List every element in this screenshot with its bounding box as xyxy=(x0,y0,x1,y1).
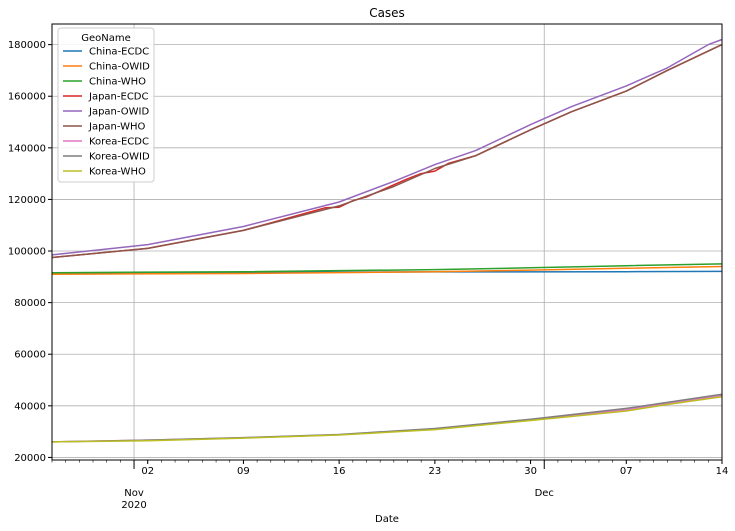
x-year-label: 2020 xyxy=(121,500,146,511)
grid-lines xyxy=(52,24,722,460)
y-tick-label: 40000 xyxy=(14,401,46,412)
x-tick-label: 23 xyxy=(428,466,441,477)
legend-label: China-OWID xyxy=(89,62,150,73)
legend-label: Korea-OWID xyxy=(89,152,150,163)
legend-title: GeoName xyxy=(81,33,131,44)
y-tick-label: 80000 xyxy=(14,298,46,309)
series-line-japan-owid xyxy=(51,38,723,256)
legend: GeoName China-ECDC China-OWID China-WHO Jap… xyxy=(57,27,155,183)
y-tick-label: 100000 xyxy=(8,247,46,258)
x-axis-label: Date xyxy=(375,514,399,525)
x-tick-label: 07 xyxy=(620,466,633,477)
y-tick-label: 120000 xyxy=(8,195,46,206)
series-lines xyxy=(51,38,723,443)
y-tick-label: 20000 xyxy=(14,453,46,464)
x-tick-label: 16 xyxy=(333,466,346,477)
legend-items: China-ECDC China-OWID China-WHO Japan-ECDC J… xyxy=(63,47,150,178)
legend-label: Korea-WHO xyxy=(89,167,146,178)
series-line-china-who xyxy=(51,263,723,274)
x-tick-label: 30 xyxy=(524,466,537,477)
plot-frame xyxy=(51,23,723,461)
y-tick-label: 180000 xyxy=(8,40,46,51)
x-tick-label: 14 xyxy=(716,466,729,477)
x-month-label: Dec xyxy=(535,488,554,499)
legend-label: Japan-OWID xyxy=(88,107,149,118)
y-axis: 20000 40000 60000 80000 100000 120000 140000 16… xyxy=(8,40,52,464)
series-line-japan-who xyxy=(51,43,723,259)
chart-title: Cases xyxy=(369,6,405,20)
x-tick-label: 02 xyxy=(141,466,154,477)
legend-label: Japan-ECDC xyxy=(88,92,149,103)
x-tick-label: 09 xyxy=(237,466,250,477)
series-line-korea-who xyxy=(51,396,723,443)
y-tick-label: 60000 xyxy=(14,350,46,361)
legend-label: Japan-WHO xyxy=(88,122,146,133)
legend-label: China-WHO xyxy=(89,77,146,88)
legend-label: China-ECDC xyxy=(89,47,149,58)
legend-label: Korea-ECDC xyxy=(89,137,149,148)
x-month-label: Nov xyxy=(124,488,144,499)
series-line-china-owid xyxy=(51,265,723,275)
y-tick-label: 160000 xyxy=(8,92,46,103)
y-tick-label: 140000 xyxy=(8,143,46,154)
